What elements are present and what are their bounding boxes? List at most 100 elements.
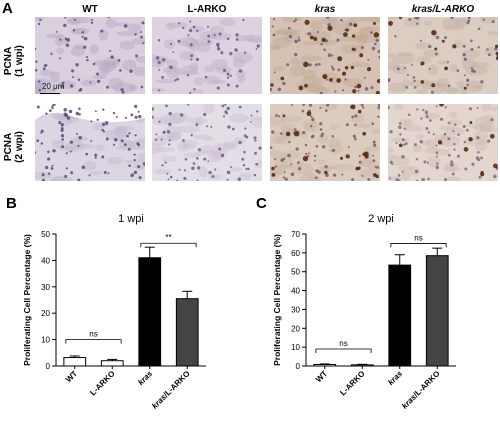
nucleus (61, 84, 64, 88)
pcna-positive-nucleus (304, 19, 310, 25)
tissue-texture (273, 66, 286, 72)
nucleus (370, 86, 374, 90)
micrograph-kras-l-arko-1wpi (388, 17, 498, 94)
tissue-texture (153, 168, 172, 175)
nucleus (436, 155, 438, 158)
tissue-texture (271, 44, 281, 50)
nucleus (374, 42, 377, 46)
nucleus (88, 174, 91, 177)
nucleus (294, 39, 298, 44)
nucleus (115, 115, 119, 118)
tissue-texture (106, 156, 123, 165)
tissue-texture (349, 17, 369, 22)
nucleus (331, 134, 335, 138)
nucleus (255, 47, 258, 50)
nucleus (180, 113, 184, 117)
tissue-texture (296, 160, 305, 168)
nucleus (166, 130, 171, 134)
pcna-positive-nucleus (271, 166, 275, 171)
nucleus (358, 154, 361, 158)
y-tick-label: 0 (46, 362, 51, 371)
chart-c: C 2 wpi 0 10 20 30 40 50 60 70 Proliferating Cell … (256, 195, 456, 411)
nucleus (467, 17, 471, 20)
nucleus (190, 54, 194, 58)
tissue-texture (89, 44, 99, 55)
bar (100, 360, 124, 367)
nucleus (226, 72, 230, 76)
nucleus (155, 133, 158, 136)
nucleus (406, 73, 409, 76)
nucleus (351, 115, 354, 119)
pcna-positive-nucleus (431, 29, 437, 36)
tissue-texture (192, 134, 212, 140)
pcna-positive-nucleus (359, 53, 364, 58)
significance-bracket (390, 243, 447, 248)
nucleus (102, 130, 106, 133)
nucleus (50, 167, 54, 170)
tissue-texture (274, 156, 294, 168)
nucleus (494, 47, 498, 51)
nucleus (425, 127, 429, 130)
nucleus (50, 52, 53, 55)
nucleus (197, 148, 201, 152)
nucleus (453, 142, 456, 146)
nucleus (324, 165, 328, 169)
nucleus (78, 135, 82, 140)
nucleus (389, 130, 393, 134)
nucleus (361, 174, 364, 177)
nucleus (376, 166, 379, 169)
nucleus (477, 151, 480, 154)
nucleus (354, 123, 357, 127)
nucleus (137, 165, 141, 169)
tissue-texture (272, 36, 291, 48)
nucleus (192, 162, 196, 165)
nucleus (92, 62, 96, 66)
pcna-positive-nucleus (372, 21, 377, 26)
tissue-texture (437, 77, 449, 89)
nucleus (377, 104, 380, 107)
tissue-texture (449, 64, 459, 72)
tissue-texture (73, 44, 85, 50)
tissue-texture (248, 38, 262, 43)
nucleus (59, 38, 62, 41)
tissue-texture (447, 87, 458, 94)
column-header-kras: kras (314, 4, 336, 15)
tissue-texture (359, 156, 374, 168)
nucleus (272, 33, 276, 37)
column-header-kras-l-arko: kras/L-ARKO (411, 4, 475, 15)
scale-bar (40, 93, 60, 94)
nucleus (138, 176, 142, 180)
nucleus (40, 129, 44, 133)
nucleus (174, 78, 177, 82)
tissue-texture (273, 29, 294, 36)
nucleus (457, 133, 460, 136)
tissue-texture (119, 141, 136, 149)
y-tick-label: 30 (41, 283, 50, 292)
tissue-texture (39, 88, 57, 93)
significance-bracket (140, 242, 197, 248)
pcna-positive-nucleus (352, 89, 357, 94)
nucleus (336, 38, 340, 42)
nucleus (271, 130, 275, 134)
tissue-texture (314, 39, 338, 46)
nucleus (377, 106, 380, 110)
nucleus (157, 61, 161, 65)
nucleus (398, 125, 402, 129)
tissue-texture (276, 28, 300, 36)
micrograph-kras-l-arko-2wpi (388, 104, 498, 181)
tissue-texture (318, 165, 338, 170)
nucleus (189, 43, 193, 47)
tissue-texture (67, 17, 91, 24)
tissue-texture (478, 121, 494, 133)
nucleus (444, 178, 447, 181)
nucleus (81, 31, 85, 34)
nucleus (243, 51, 247, 54)
nucleus (372, 154, 375, 157)
panel-letter: C (256, 195, 267, 212)
nucleus (78, 88, 82, 92)
nucleus (123, 24, 128, 28)
tissue-texture (51, 175, 68, 181)
pcna-positive-nucleus (353, 23, 358, 28)
nucleus (325, 109, 328, 112)
nucleus (134, 134, 137, 137)
